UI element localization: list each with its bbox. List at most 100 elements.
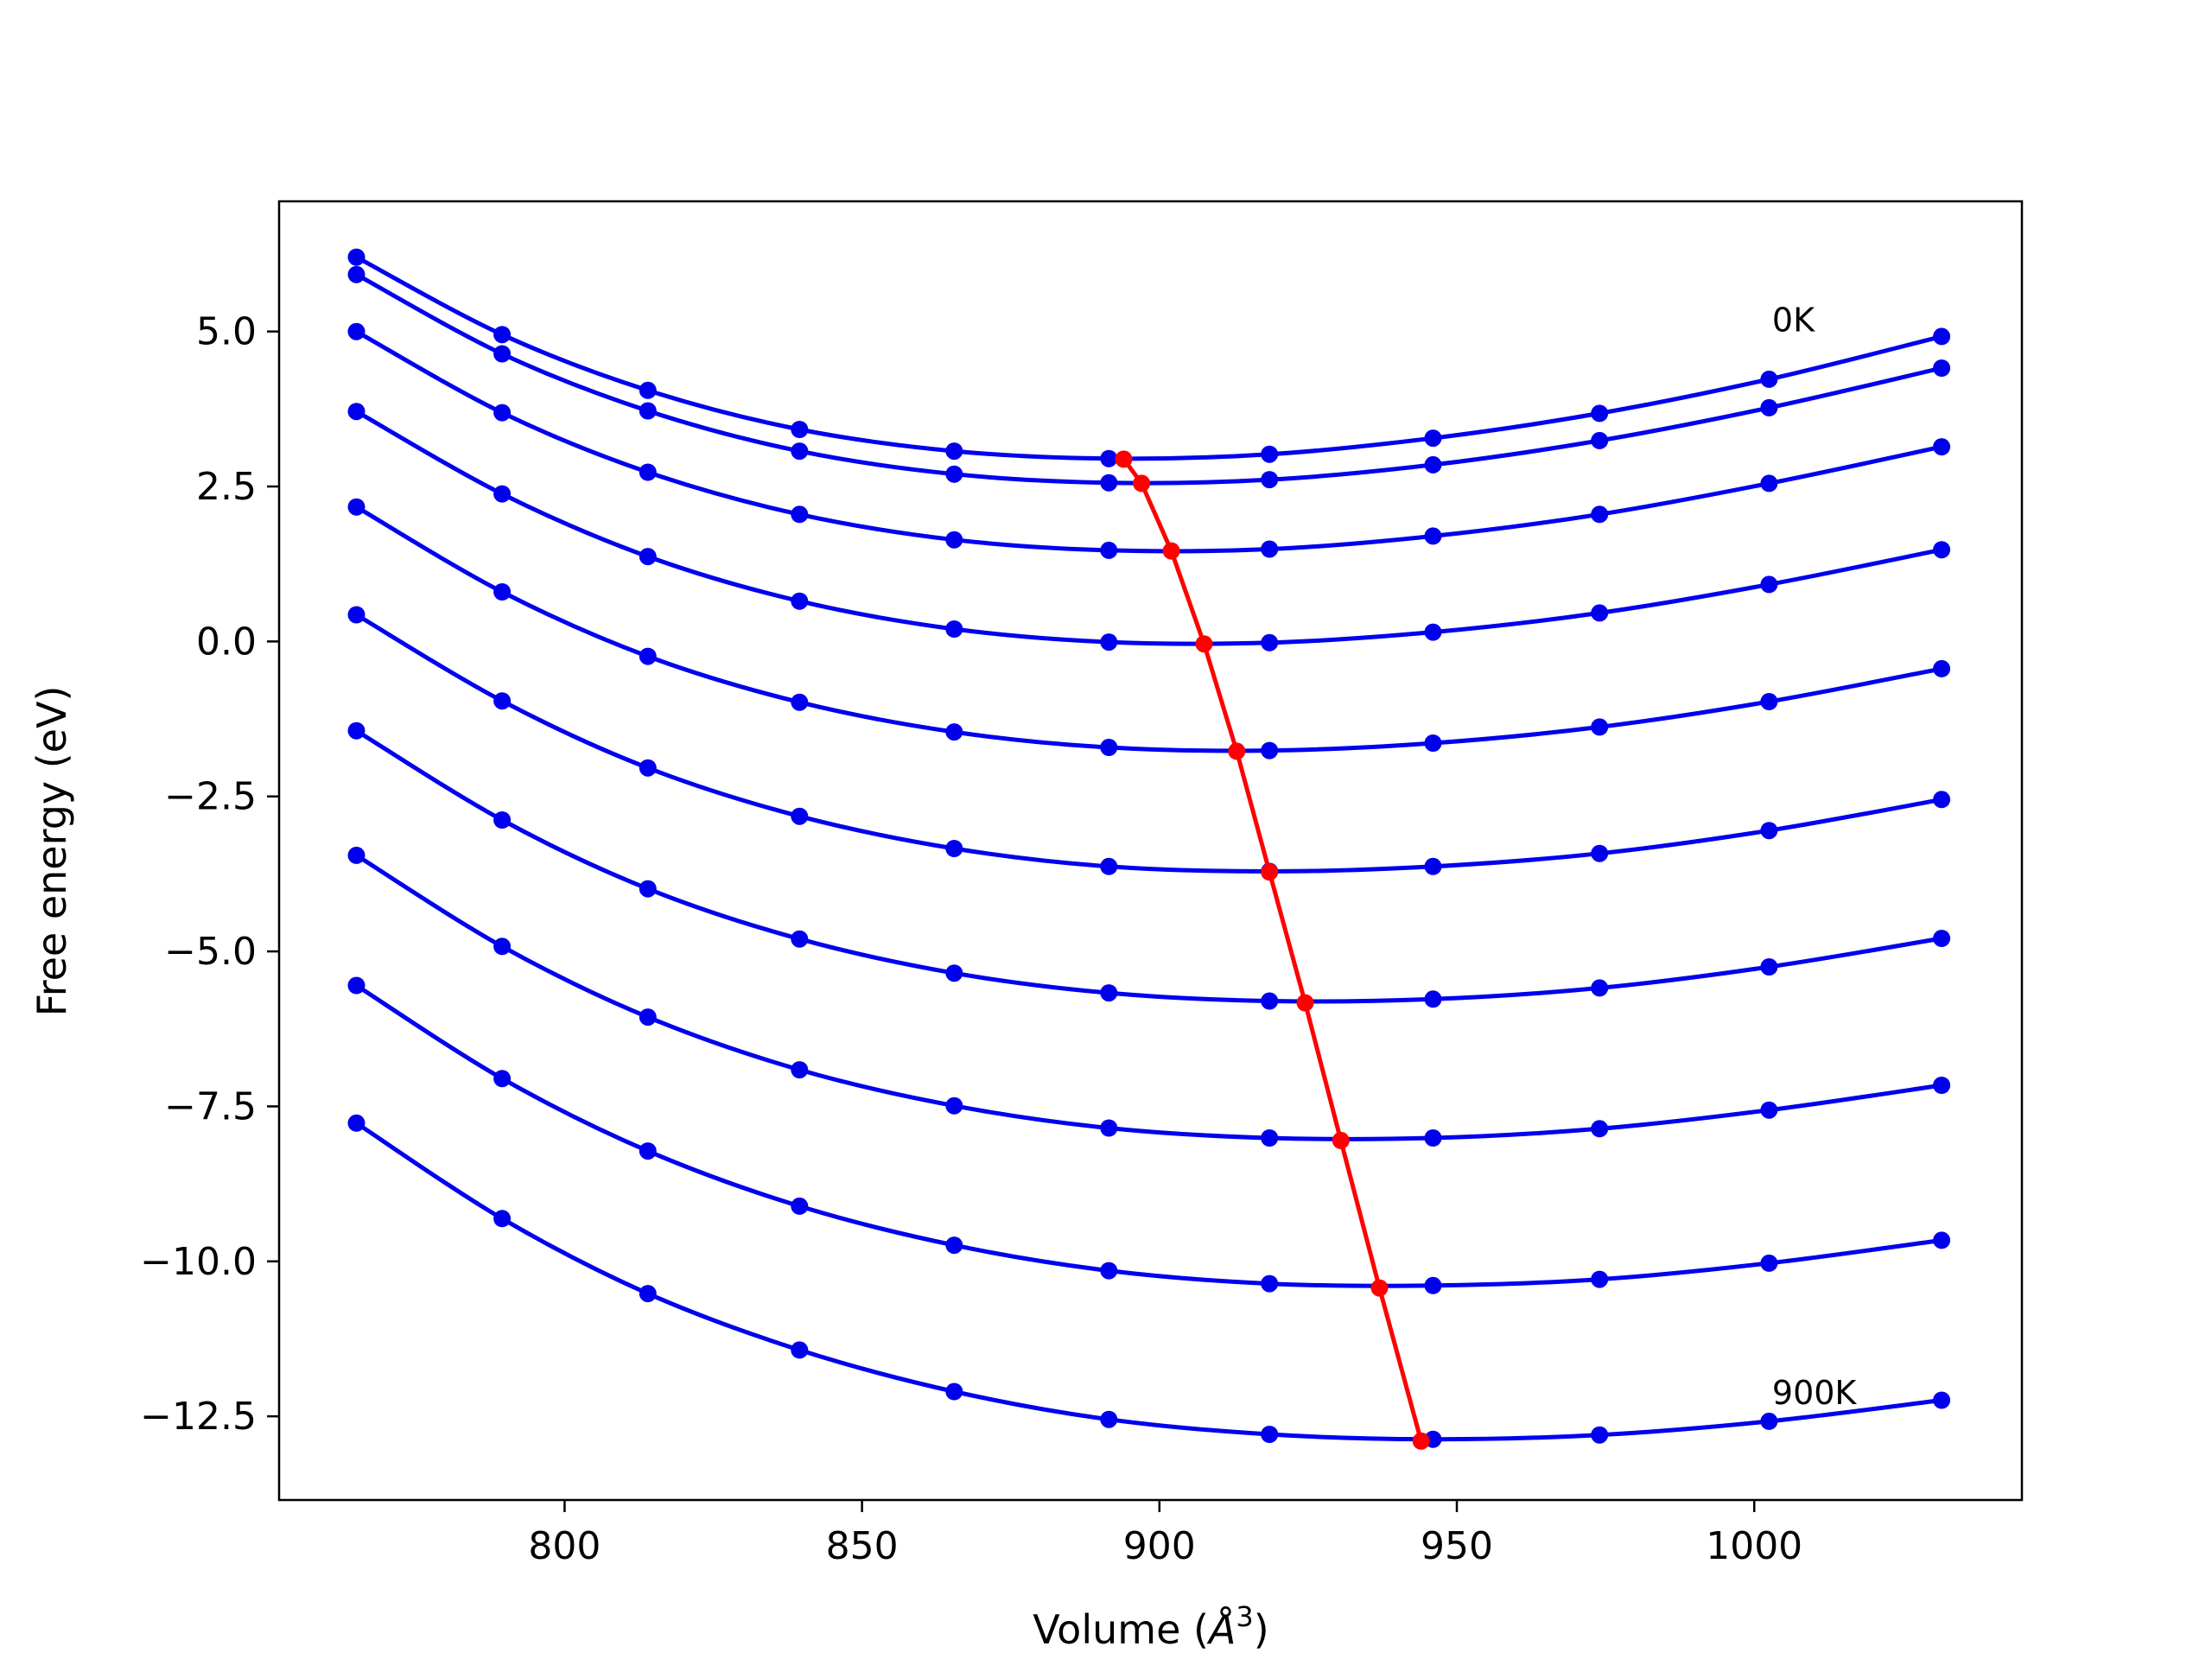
- x-axis: 800 850 900 950 1000: [528, 1500, 1802, 1568]
- curve-4-point-3: [791, 693, 809, 711]
- curve-7-point-0: [347, 846, 365, 864]
- curve-3-point-8: [1591, 604, 1609, 622]
- curve-9-point-10: [1933, 1391, 1951, 1409]
- curve-9-point-6: [1261, 1426, 1279, 1443]
- curve-4-point-4: [945, 723, 963, 741]
- curve-6-point-5: [1100, 984, 1118, 1002]
- curve-7-point-2: [639, 1008, 657, 1027]
- curve-6-point-4: [945, 964, 963, 982]
- curve-0-point-1: [493, 326, 512, 344]
- y-tick-label-3: −2.5: [164, 775, 257, 819]
- minima-point-4: [1228, 742, 1246, 760]
- curve-5-point-3: [791, 807, 809, 825]
- curve-0-point-4: [945, 442, 963, 461]
- x-tick-label-0: 800: [528, 1524, 601, 1568]
- curve-4-point-0: [347, 498, 365, 516]
- curve-7-point-1: [493, 938, 512, 956]
- minima-line: [1122, 457, 1424, 1442]
- curve-0-point-7: [1424, 429, 1442, 448]
- curve-8-point-0: [347, 976, 365, 995]
- curve-8-point-1: [493, 1070, 512, 1088]
- minima-point-0: [1115, 450, 1133, 468]
- curve-6-point-9: [1760, 958, 1778, 976]
- curve-9-point-0: [347, 1114, 365, 1132]
- curve-4-point-7: [1424, 734, 1442, 752]
- curve-7-point-4: [945, 1096, 963, 1115]
- minima-line-group: [1115, 450, 1430, 1450]
- curve-1-point-5: [1100, 474, 1118, 492]
- curve-8-point-2: [639, 1142, 657, 1160]
- curve-2-point-7: [1424, 527, 1442, 545]
- curve-9-point-8: [1591, 1426, 1609, 1444]
- curve-8-point-9: [1760, 1254, 1778, 1272]
- curve-5-point-10: [1933, 791, 1951, 809]
- curve-3-point-10: [1933, 541, 1951, 559]
- y-tick-label-6: −10.0: [140, 1240, 257, 1284]
- curve-8-point-10: [1933, 1231, 1951, 1249]
- curve-2-point-6: [1261, 540, 1279, 558]
- curve-7-point-9: [1760, 1101, 1778, 1119]
- annotation-group: 0K 900K: [1772, 302, 1858, 1412]
- plot-area: [279, 201, 2022, 1500]
- curve-1-point-1: [493, 345, 512, 363]
- curve-2-point-9: [1760, 474, 1778, 493]
- x-axis-label-unit: Å: [1206, 1606, 1236, 1653]
- curve-8-point-8: [1591, 1270, 1609, 1288]
- curve-4-point-5: [1100, 739, 1118, 756]
- curve-1-point-7: [1424, 455, 1442, 474]
- y-tick-label-0: 5.0: [196, 310, 257, 354]
- x-tick-label-1: 850: [826, 1524, 899, 1568]
- x-axis-label: Volume (Å3): [1033, 1600, 1268, 1653]
- y-tick-label-2: 0.0: [196, 620, 257, 664]
- curve-0-point-3: [791, 421, 809, 438]
- curve-5-point-0: [347, 606, 365, 624]
- curve-2-point-4: [945, 531, 963, 549]
- curve-3-point-6: [1261, 633, 1279, 652]
- curve-9-point-4: [945, 1382, 963, 1401]
- y-axis-label: Free energy (eV): [29, 686, 75, 1017]
- minima-point-1: [1133, 474, 1151, 493]
- curve-7-point-3: [791, 1061, 809, 1079]
- minima-point-9: [1412, 1432, 1430, 1450]
- curve-6-point-7: [1424, 990, 1442, 1008]
- curve-4-point-10: [1933, 659, 1951, 677]
- minima-point-8: [1370, 1279, 1389, 1297]
- y-tick-label-7: −12.5: [140, 1395, 257, 1439]
- curve-6-point-6: [1261, 992, 1279, 1010]
- curve-8-point-6: [1261, 1274, 1279, 1293]
- curve-6-point-0: [347, 721, 365, 740]
- curve-2-point-8: [1591, 505, 1609, 524]
- curve-3-point-2: [639, 548, 657, 566]
- curve-0-point-8: [1591, 404, 1609, 423]
- curve-3-point-1: [493, 485, 512, 503]
- curve-9-point-1: [493, 1210, 512, 1228]
- curve-3-point-5: [1100, 633, 1118, 652]
- curve-9-point-9: [1760, 1412, 1778, 1430]
- curve-1-point-8: [1591, 431, 1609, 449]
- curve-6-point-8: [1591, 979, 1609, 997]
- curve-1-point-0: [347, 265, 365, 283]
- curve-5-point-1: [493, 692, 512, 710]
- y-tick-label-5: −7.5: [164, 1084, 257, 1128]
- curve-3-point-9: [1760, 575, 1778, 594]
- curve-3-point-3: [791, 592, 809, 610]
- x-tick-label-2: 900: [1123, 1524, 1196, 1568]
- curve-7-point-6: [1261, 1129, 1279, 1147]
- curve-7-point-5: [1100, 1119, 1118, 1137]
- curve-9-point-3: [791, 1341, 809, 1359]
- curve-5-point-7: [1424, 857, 1442, 875]
- curve-label-0: 0K: [1772, 302, 1815, 340]
- curve-0-point-10: [1933, 327, 1951, 346]
- curve-0-point-2: [639, 381, 657, 399]
- y-tick-label-4: −5.0: [164, 930, 257, 974]
- curve-1-point-10: [1933, 359, 1951, 377]
- curve-5-point-9: [1760, 822, 1778, 840]
- curve-4-point-8: [1591, 718, 1609, 736]
- curve-7-point-8: [1591, 1120, 1609, 1138]
- y-axis: 5.0 2.5 0.0 −2.5 −5.0 −7.5 −10.0 −12.5: [140, 310, 279, 1439]
- curve-1-point-9: [1760, 398, 1778, 416]
- x-axis-label-prefix: Volume (: [1033, 1606, 1209, 1653]
- minima-point-7: [1332, 1131, 1350, 1149]
- curve-5-point-8: [1591, 844, 1609, 862]
